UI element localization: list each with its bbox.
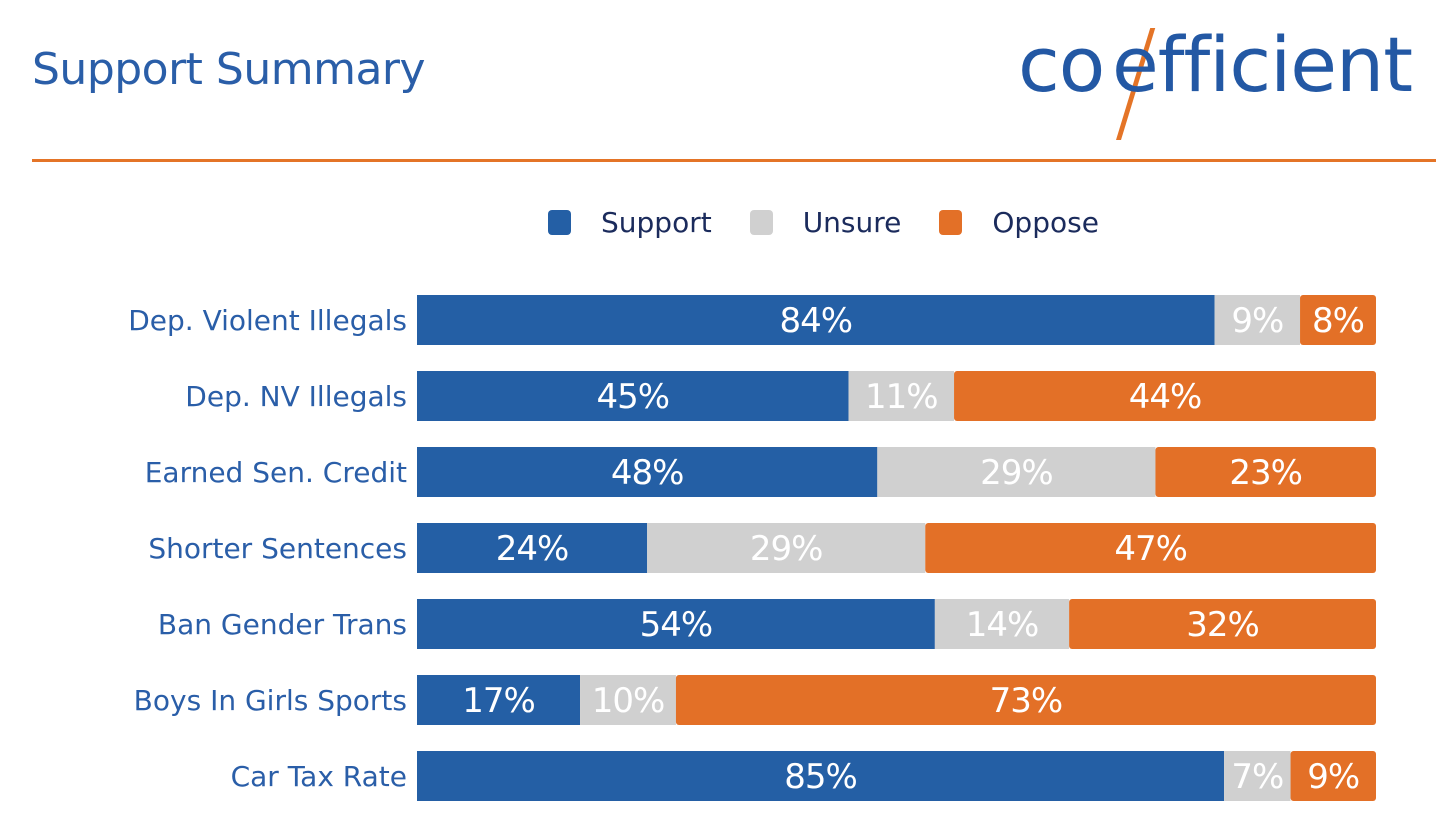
data-label: 14% <box>966 605 1039 645</box>
data-label: 73% <box>990 681 1063 721</box>
data-label: 11% <box>865 377 938 417</box>
legend-swatch-support <box>548 210 571 235</box>
data-label: 45% <box>596 377 669 417</box>
data-label: 7% <box>1231 757 1283 797</box>
category-label: Earned Sen. Credit <box>145 456 407 489</box>
bar-segment-oppose <box>1069 599 1376 649</box>
data-label: 48% <box>611 453 684 493</box>
bar-segment-support <box>417 751 1225 801</box>
data-label: 32% <box>1186 605 1259 645</box>
bar-segment-support <box>417 371 849 421</box>
bar-segment-oppose <box>925 523 1376 573</box>
bar-segment-support <box>417 523 648 573</box>
legend-swatch-unsure <box>749 210 773 235</box>
coefficient-logo: co efficient <box>1018 20 1438 142</box>
legend-swatch-oppose <box>939 210 963 235</box>
bar-segment-oppose <box>954 371 1376 421</box>
bar-segment-unsure <box>647 523 926 573</box>
data-label: 54% <box>640 605 713 645</box>
data-label: 85% <box>784 757 857 797</box>
data-label: 9% <box>1307 757 1359 797</box>
legend-item-oppose: Oppose <box>939 206 1099 239</box>
bar-segment-unsure <box>877 447 1156 497</box>
data-label: 8% <box>1312 301 1364 341</box>
data-label: 24% <box>496 529 569 569</box>
legend-label: Oppose <box>992 206 1099 239</box>
bar-segment-support <box>417 447 878 497</box>
category-label: Boys In Girls Sports <box>134 684 407 717</box>
data-label: 17% <box>462 681 535 721</box>
bar-segment-oppose <box>1155 447 1376 497</box>
bar-segment-unsure <box>1224 751 1291 801</box>
chart-legend: Support Unsure Oppose <box>548 206 1137 239</box>
data-label: 84% <box>780 301 853 341</box>
bar-segment-unsure <box>580 675 676 725</box>
bar-segment-unsure <box>1214 295 1301 345</box>
bar-segment-oppose <box>1300 295 1376 345</box>
bar-segment-support <box>417 675 581 725</box>
bar-segment-unsure <box>848 371 955 421</box>
bar-segment-oppose <box>675 675 1376 725</box>
data-label: 10% <box>592 681 665 721</box>
bar-segment-unsure <box>934 599 1070 649</box>
logo-text-efficient: efficient <box>1112 20 1413 109</box>
data-label: 9% <box>1231 301 1283 341</box>
logo-text-co: co <box>1018 20 1105 109</box>
category-label: Shorter Sentences <box>148 532 407 565</box>
legend-item-support: Support <box>548 206 712 239</box>
header-divider <box>32 159 1436 162</box>
legend-label: Unsure <box>802 206 902 239</box>
bar-segment-support <box>417 295 1215 345</box>
data-label: 47% <box>1114 529 1187 569</box>
category-label: Car Tax Rate <box>231 760 407 793</box>
page-title: Support Summary <box>32 44 426 95</box>
category-label: Dep. Violent Illegals <box>128 304 407 337</box>
data-label: 23% <box>1229 453 1302 493</box>
legend-label: Support <box>601 206 712 239</box>
bar-segment-support <box>417 599 935 649</box>
data-label: 29% <box>980 453 1053 493</box>
legend-item-unsure: Unsure <box>749 206 902 239</box>
data-label: 44% <box>1129 377 1202 417</box>
bar-segment-oppose <box>1290 751 1376 801</box>
category-label: Ban Gender Trans <box>158 608 407 641</box>
category-label: Dep. NV Illegals <box>185 380 407 413</box>
data-label: 29% <box>750 529 823 569</box>
